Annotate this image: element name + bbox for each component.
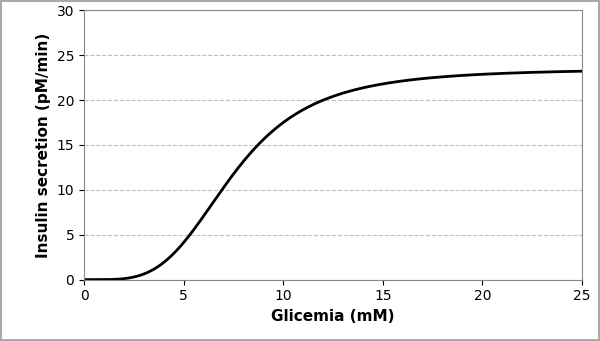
Y-axis label: Insulin secretion (pM/min): Insulin secretion (pM/min)	[36, 32, 51, 257]
X-axis label: Glicemia (mM): Glicemia (mM)	[271, 309, 395, 324]
